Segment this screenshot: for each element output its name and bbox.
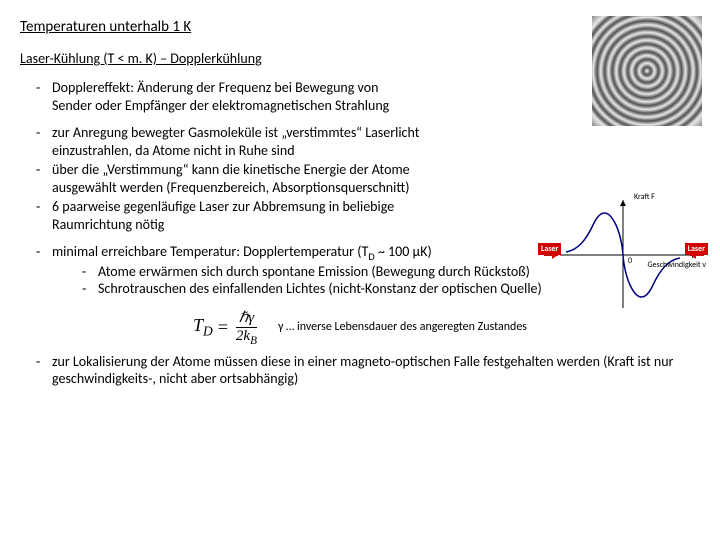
y-axis-label: Kraft F <box>634 192 655 202</box>
list-item-text: minimal erreichbare Temperatur: Dopplert… <box>52 243 432 260</box>
force-velocity-chart: Laser Laser Kraft F Geschwindigkeit v 0 <box>538 190 708 320</box>
bullet-block-2: zur Anregung bewegter Gasmoleküle ist „v… <box>20 124 436 233</box>
bullet-block-4: zur Lokalisierung der Atome müssen diese… <box>20 353 700 388</box>
bullet-block-1: Dopplereffekt: Änderung der Frequenz bei… <box>20 79 416 114</box>
list-item: Dopplereffekt: Änderung der Frequenz bei… <box>36 79 416 114</box>
origin-label: 0 <box>628 256 632 266</box>
list-item: über die „Verstimmung“ kann die kinetisc… <box>36 161 436 196</box>
list-item: 6 paarweise gegenläufige Laser zur Abbre… <box>36 198 436 233</box>
doppler-temperature-formula: TD = ℏγ 2kB <box>193 308 260 347</box>
gamma-note: γ … inverse Lebensdauer des angeregten Z… <box>278 320 527 334</box>
x-axis-label: Geschwindigkeit v <box>647 260 706 270</box>
laser-label-left: Laser <box>538 243 561 255</box>
laser-label-right: Laser <box>685 243 708 255</box>
interference-pattern-image <box>592 16 702 126</box>
list-item: zur Anregung bewegter Gasmoleküle ist „v… <box>36 124 436 159</box>
list-item: zur Lokalisierung der Atome müssen diese… <box>36 353 700 388</box>
